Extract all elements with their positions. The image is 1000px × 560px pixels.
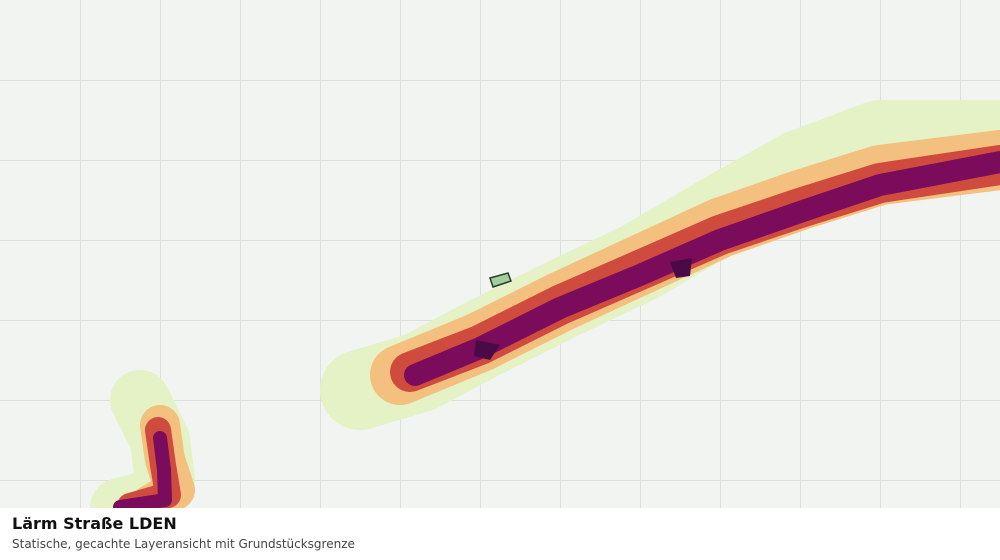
noise-layer xyxy=(90,100,1000,508)
tile-grid xyxy=(0,0,1000,508)
noise-band-very-high xyxy=(113,431,172,508)
noise-hotspot xyxy=(670,258,692,278)
layer-title: Lärm Straße LDEN xyxy=(12,514,177,533)
layer-subtitle: Statische, gecachte Layeransicht mit Gru… xyxy=(12,537,355,551)
noise-band-very-high xyxy=(404,151,1000,386)
parcel-boundary[interactable] xyxy=(489,272,512,288)
map xyxy=(0,0,1000,508)
noise-hotspot xyxy=(474,340,500,360)
legend-footer: Lärm Straße LDEN Statische, gecachte Lay… xyxy=(0,508,1000,560)
